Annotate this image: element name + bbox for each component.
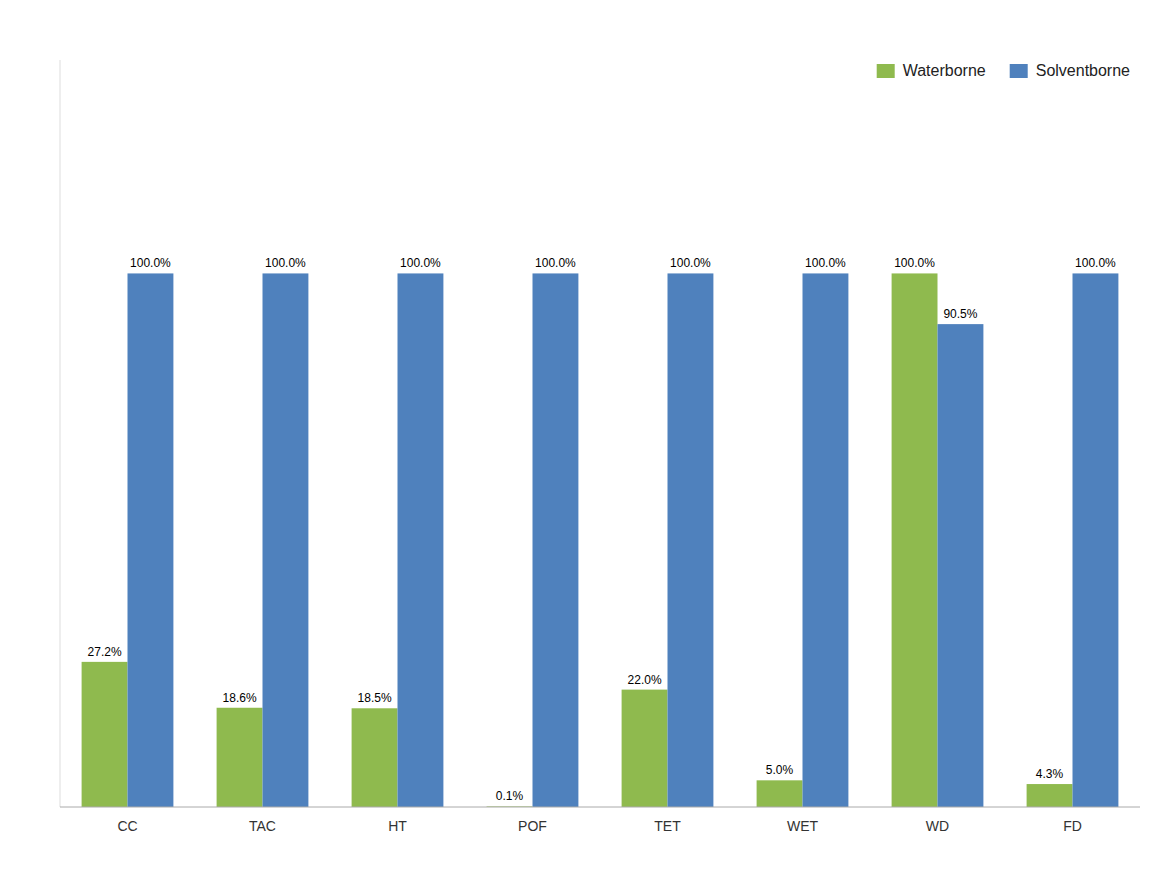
legend: Waterborne Solventborne	[877, 62, 1130, 79]
bar	[263, 273, 309, 807]
bar	[892, 273, 938, 807]
x-axis-line	[60, 807, 1140, 808]
bar	[217, 708, 263, 807]
data-label: 18.6%	[223, 691, 257, 705]
bars	[82, 273, 1119, 807]
bar	[398, 273, 444, 807]
chart: 27.2% 18.6% 18.5% 0.1% 22.0% 5.0% 100.0% 4.3% 10…	[0, 0, 1170, 877]
legend-label: Waterborne	[903, 62, 986, 79]
data-label: 5.0%	[766, 763, 794, 777]
data-label: 100.0%	[400, 256, 441, 270]
data-label: 4.3%	[1036, 767, 1064, 781]
x-tick-label: WD	[926, 818, 949, 834]
legend-swatch	[877, 64, 895, 78]
data-label: 100.0%	[130, 256, 171, 270]
x-tick-label: WET	[787, 818, 819, 834]
data-label: 90.5%	[943, 307, 977, 321]
data-label: 100.0%	[894, 256, 935, 270]
bar	[1073, 273, 1119, 807]
data-label: 100.0%	[670, 256, 711, 270]
data-label: 100.0%	[535, 256, 576, 270]
data-label: 100.0%	[805, 256, 846, 270]
x-tick-label: HT	[388, 818, 407, 834]
chart-container: 27.2% 18.6% 18.5% 0.1% 22.0% 5.0% 100.0% 4.3% 10…	[0, 0, 1170, 877]
bar	[352, 708, 398, 807]
legend-item: Solventborne	[1010, 62, 1130, 79]
bar	[757, 780, 803, 807]
legend-swatch	[1010, 64, 1028, 78]
bar	[668, 273, 714, 807]
data-label: 18.5%	[358, 691, 392, 705]
bar	[622, 690, 668, 807]
x-tick-label: CC	[117, 818, 137, 834]
bar	[803, 273, 849, 807]
x-tick-label: TAC	[249, 818, 276, 834]
data-label: 22.0%	[628, 673, 662, 687]
bar	[128, 273, 174, 807]
data-label: 27.2%	[88, 645, 122, 659]
x-tick-label: POF	[518, 818, 547, 834]
x-tick-label: TET	[654, 818, 681, 834]
data-label: 100.0%	[1075, 256, 1116, 270]
x-tick-label: FD	[1063, 818, 1082, 834]
bar	[82, 662, 128, 807]
bar	[1027, 784, 1073, 807]
legend-label: Solventborne	[1036, 62, 1130, 79]
y-axis-line	[60, 60, 61, 807]
data-label: 0.1%	[496, 789, 524, 803]
data-label: 100.0%	[265, 256, 306, 270]
bar	[938, 324, 984, 807]
legend-item: Waterborne	[877, 62, 986, 79]
bar	[533, 273, 579, 807]
